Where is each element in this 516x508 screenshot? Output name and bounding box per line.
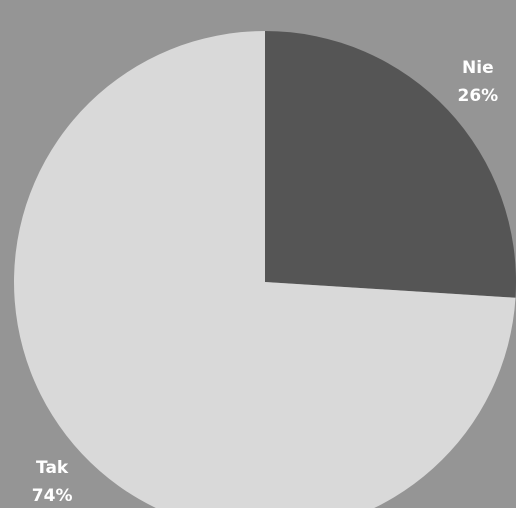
pie-slice: [14, 31, 516, 508]
slice-label: Nie: [462, 58, 494, 78]
slice-value-label: 26%: [458, 86, 499, 106]
slice-value-label: 74%: [32, 486, 73, 506]
pie-slice: [265, 31, 516, 298]
slice-label: Tak: [36, 458, 69, 478]
